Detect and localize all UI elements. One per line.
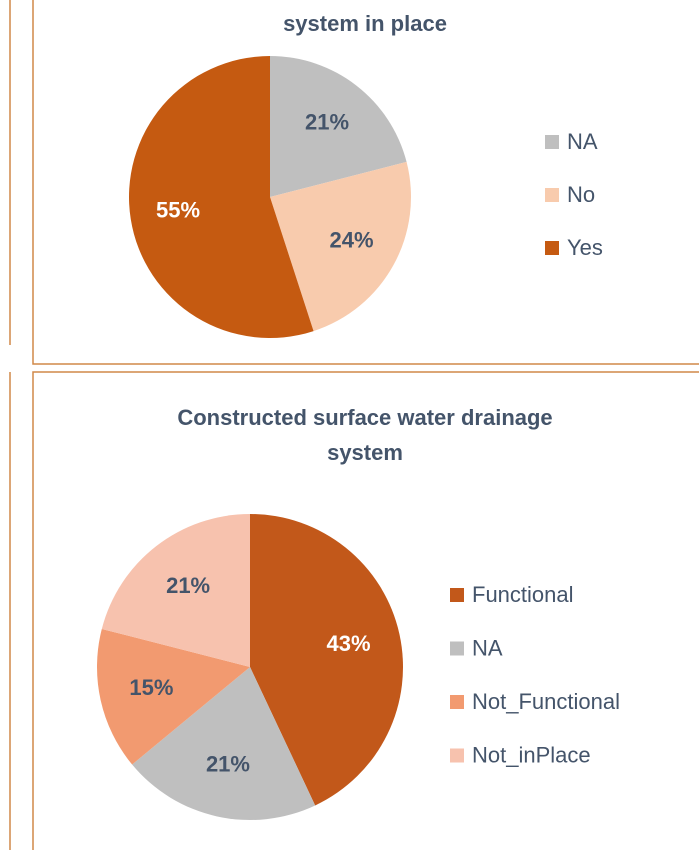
- pie-slice: [270, 161, 411, 332]
- chart-title: system in place: [283, 11, 447, 36]
- pie-slice: [250, 514, 403, 806]
- legend-swatch: [450, 641, 464, 656]
- pie-slice: [132, 667, 316, 820]
- legend-swatch: [450, 695, 464, 709]
- legend-label: NA: [472, 635, 503, 660]
- data-label: 21%: [166, 573, 210, 598]
- data-label: 43%: [327, 631, 371, 656]
- panel-border: [32, 0, 699, 365]
- data-label: 24%: [330, 228, 374, 253]
- legend-label: NA: [567, 129, 598, 154]
- pie-slice: [128, 56, 314, 338]
- legend-swatch: [450, 748, 464, 763]
- legend-swatch: [545, 135, 559, 149]
- data-label: 21%: [206, 751, 250, 776]
- data-label: 55%: [156, 197, 200, 222]
- panel-border: [32, 371, 699, 850]
- pie-slice: [101, 514, 250, 667]
- data-label: 21%: [305, 109, 349, 134]
- legend-label: No: [567, 182, 595, 207]
- pie-slice: [96, 628, 250, 765]
- legend-swatch: [545, 241, 559, 255]
- data-label: 15%: [129, 675, 173, 700]
- legend-swatch: [545, 188, 559, 202]
- legend-label: Not_inPlace: [472, 742, 591, 767]
- legend-label: Functional: [472, 582, 574, 607]
- legend-swatch: [450, 588, 464, 602]
- chart-title: Constructed surface water drainage syste…: [177, 405, 553, 465]
- pie-slice: [270, 56, 407, 197]
- legend-label: Not_Functional: [472, 689, 620, 714]
- legend-label: Yes: [567, 235, 603, 260]
